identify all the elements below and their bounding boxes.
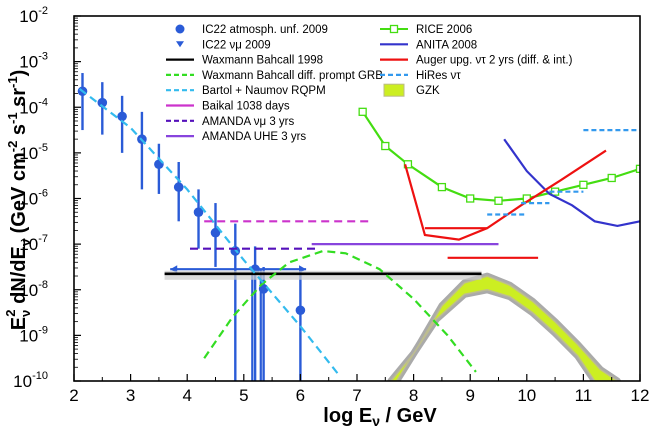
y-tick-exponent: -5 <box>38 142 48 154</box>
auger-upg-2-yrs-diff-int-legend-label: Auger upg. ντ 2 yrs (diff. & int.) <box>416 55 573 67</box>
y-tick-base: 10 <box>19 98 38 117</box>
x-tick-label: 6 <box>296 386 305 405</box>
rice-2006-marker <box>607 173 616 183</box>
y-tick-label: 10-10 <box>13 370 48 391</box>
x-tick-label: 4 <box>182 386 191 405</box>
waxmann-bahcall-diff-prompt-grb-legend-label: Waxmann Bahcall diff. prompt GRB <box>202 70 383 82</box>
x-tick-label: 8 <box>409 386 418 405</box>
rice-2006-legend-icon-marker <box>389 24 399 34</box>
amanda-3-yrs-legend-label: AMANDA νμ 3 yrs <box>202 116 295 128</box>
y-axis: 10-210-310-410-510-610-710-810-910-10 <box>13 5 81 391</box>
y-tick-exponent: -4 <box>38 96 48 108</box>
ic22-atmosph-unf-2009-point <box>173 182 184 192</box>
y-tick-label: 10-7 <box>19 233 48 254</box>
x-tick-label: 11 <box>575 386 593 405</box>
waxmann-bahcall-shadow <box>164 270 482 280</box>
ic22-atmosph-unf-2009-legend-label: IC22 atmosph. unf. 2009 <box>202 24 328 36</box>
y-tick-label: 10-6 <box>19 188 48 209</box>
ic22-atmosph-unf-2009-point <box>210 227 221 238</box>
bartol-naumov-rqpm-legend-label: Bartol + Naumov RQPM <box>202 85 326 97</box>
y-axis-title: Eν2 dN/dEν (GeV cm-2 s-1 sr-1) <box>3 70 33 331</box>
y-tick-base: 10 <box>13 372 32 391</box>
y-tick-label: 10-2 <box>19 5 48 26</box>
y-tick-label: 10-8 <box>19 279 48 300</box>
y-tick-base: 10 <box>19 235 38 254</box>
x-axis: 2 3 4 5 6 7 8 9 10 11 12 <box>69 374 649 405</box>
rice-2006-marker <box>437 182 447 192</box>
amanda-uhe-3-yrs-legend-label: AMANDA UHE 3 yrs <box>202 131 306 143</box>
y-tick-exponent: -2 <box>38 5 48 17</box>
y-tick-base: 10 <box>19 190 38 209</box>
y-tick-base: 10 <box>19 144 38 163</box>
rice-2006-marker <box>494 196 503 205</box>
y-tick-base: 10 <box>19 7 38 26</box>
y-tick-base: 10 <box>19 53 38 72</box>
y-tick-label: 10-4 <box>19 96 48 117</box>
ic22-atmosph-unf-2009-point <box>97 97 108 108</box>
rice-2006-marker <box>381 141 390 151</box>
y-tick-label: 10-5 <box>19 142 48 163</box>
x-tick-label: 5 <box>239 386 248 405</box>
x-tick-label: 3 <box>126 386 135 405</box>
baikal-1038-days-legend-label: Baikal 1038 days <box>202 101 290 113</box>
ic22-atmosph-unf-2009-legend-icon <box>175 24 185 34</box>
rice-2006-marker <box>635 164 640 173</box>
anita-2008-line <box>503 138 640 228</box>
x-axis-title: log Eν / GeV <box>323 405 437 429</box>
x-tick-label: 2 <box>69 386 78 405</box>
ic22-atmosph-unf-2009-point <box>295 305 306 316</box>
y-tick-exponent: -6 <box>38 188 48 200</box>
gzk-legend-icon <box>383 83 405 97</box>
x-tick-label: 7 <box>352 386 361 405</box>
bartol-naumov-rqpm-line <box>79 88 341 378</box>
waxmann-bahcall-1998-legend-label: Waxmann Bahcall 1998 <box>202 55 323 67</box>
y-tick-label: 10-3 <box>19 51 48 72</box>
auger-upg-2-yrs-diff-int-line <box>404 149 607 241</box>
ic22-atmosph-unf-2009-point <box>193 207 204 217</box>
ic22-atmosph-unf-2009-point <box>117 111 127 122</box>
rice-2006-marker <box>403 160 413 169</box>
y-tick-exponent: -9 <box>38 324 48 336</box>
rice-2006-legend-label: RICE 2006 <box>416 24 472 36</box>
y-tick-exponent: -8 <box>38 279 48 291</box>
anita-2008-legend-label: ANITA 2008 <box>416 39 477 51</box>
gzk-legend-label: GZK <box>416 85 440 97</box>
rice-2006-marker <box>466 194 475 203</box>
ic22-2009-legend-icon <box>176 41 184 48</box>
y-tick-base: 10 <box>19 281 38 300</box>
ic22-2009-legend-label: IC22 νμ 2009 <box>202 39 271 51</box>
y-tick-exponent: -3 <box>38 51 48 63</box>
x-tick-label: 12 <box>631 386 650 405</box>
y-tick-base: 10 <box>19 326 38 345</box>
x-tick-label: 9 <box>465 386 474 405</box>
legend: IC22 atmosph. unf. 2009 IC22 νμ 2009 Waxma… <box>166 24 573 143</box>
hires-legend-label: HiRes ντ <box>416 70 461 82</box>
rice-2006-marker <box>358 107 367 116</box>
y-tick-exponent: -7 <box>38 233 48 245</box>
plot-area <box>77 73 640 381</box>
y-tick-exponent: -10 <box>32 370 48 382</box>
waxmann-bahcall-diff-prompt-grb-line <box>203 249 477 373</box>
x-tick-label: 10 <box>517 386 536 405</box>
y-tick-label: 10-9 <box>19 324 48 345</box>
rice-2006-marker <box>579 180 588 189</box>
